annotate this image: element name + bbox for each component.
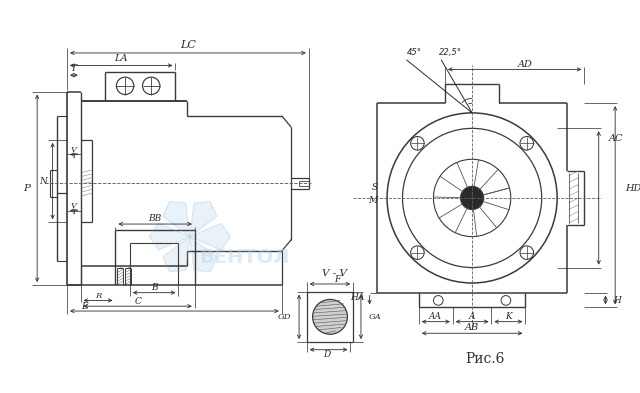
Text: C: C	[134, 297, 141, 306]
Text: T: T	[71, 208, 76, 217]
Text: F: F	[335, 275, 341, 284]
Text: Рис.6: Рис.6	[465, 353, 504, 366]
Polygon shape	[163, 202, 190, 237]
Text: AD: AD	[518, 60, 532, 69]
Polygon shape	[163, 237, 190, 272]
Text: GD: GD	[278, 313, 291, 321]
Polygon shape	[190, 237, 217, 272]
Text: M: M	[368, 196, 378, 205]
Text: B: B	[151, 283, 157, 292]
Text: 45°: 45°	[406, 48, 422, 57]
Text: R: R	[95, 292, 101, 299]
Polygon shape	[149, 224, 190, 250]
Text: D: D	[323, 350, 331, 359]
Text: T: T	[71, 64, 77, 73]
Text: E: E	[81, 302, 88, 311]
Text: 22,5°: 22,5°	[439, 48, 462, 57]
Text: AA: AA	[429, 312, 442, 321]
Circle shape	[312, 299, 348, 334]
Text: V - V: V - V	[323, 269, 348, 278]
Text: V: V	[71, 202, 77, 209]
Text: HA: HA	[351, 294, 365, 302]
Text: S: S	[371, 183, 378, 192]
Text: N: N	[39, 177, 47, 186]
Text: A: A	[469, 312, 476, 321]
Text: AB: AB	[465, 323, 479, 332]
Text: GA: GA	[369, 313, 381, 321]
Text: HD: HD	[625, 184, 640, 193]
Text: BB: BB	[148, 214, 162, 223]
Text: AC: AC	[609, 134, 623, 143]
Text: LC: LC	[180, 40, 196, 50]
Text: LA: LA	[115, 54, 128, 63]
Text: P: P	[24, 184, 30, 193]
Circle shape	[461, 186, 484, 209]
Text: K: K	[506, 312, 512, 321]
Text: V: V	[71, 145, 77, 154]
Text: ВЕНТОЛ: ВЕНТОЛ	[200, 248, 290, 267]
Polygon shape	[190, 224, 230, 250]
Polygon shape	[190, 202, 217, 237]
Text: H: H	[613, 296, 621, 305]
Text: T: T	[71, 152, 76, 160]
